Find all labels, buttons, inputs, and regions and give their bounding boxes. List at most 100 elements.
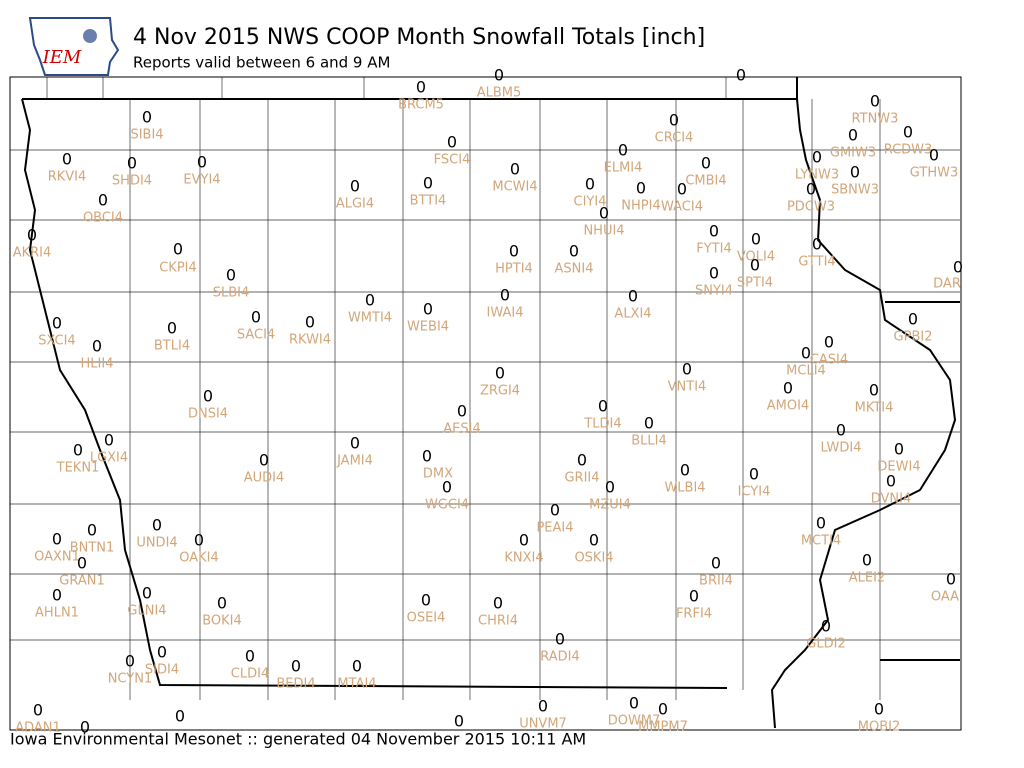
station-value: 0 <box>749 465 759 484</box>
subtitle: Reports valid between 6 and 9 AM <box>133 54 390 72</box>
station-value: 0 <box>305 313 315 332</box>
station-id: SBNW3 <box>831 183 879 198</box>
station-value: 0 <box>194 531 204 550</box>
logo-text: IEM <box>42 47 82 68</box>
station-id: OAXN1 <box>34 550 80 565</box>
station-id: AKRI4 <box>13 246 52 261</box>
station-value: 0 <box>585 175 595 194</box>
station-id: AUDI4 <box>244 471 285 486</box>
logo-outline <box>28 17 120 76</box>
station-id: UNDI4 <box>136 536 177 551</box>
station-value: 0 <box>203 387 213 406</box>
station-value: 0 <box>447 133 457 152</box>
station-id: RKVI4 <box>48 170 87 185</box>
station-value: 0 <box>52 530 62 549</box>
station-value: 0 <box>577 451 587 470</box>
station-id: ALXI4 <box>614 307 651 322</box>
station-id: CASI4 <box>810 353 848 368</box>
stations: 0BRCM50ALBM50SIBI40CRCI40RTNW30GMIW30RCD… <box>13 66 963 737</box>
station-value: 0 <box>454 712 464 731</box>
station-value: 0 <box>416 78 426 97</box>
station-value: 0 <box>142 584 152 603</box>
station-id: RADI4 <box>540 650 580 665</box>
station-value: 0 <box>92 337 102 356</box>
station-value: 0 <box>812 235 822 254</box>
station-id: NCYN1 <box>108 672 153 687</box>
station-id: UNVM7 <box>519 717 567 732</box>
station-id: IWAI4 <box>487 306 524 321</box>
station-id: PDCW3 <box>787 200 835 215</box>
station-value: 0 <box>669 111 679 130</box>
station-value: 0 <box>52 314 62 333</box>
station-id: WACI4 <box>661 200 703 215</box>
station-id: GPBI2 <box>894 330 933 345</box>
station-value: 0 <box>291 657 301 676</box>
station-value: 0 <box>127 154 137 173</box>
station-id: DMX <box>423 467 453 482</box>
station-value: 0 <box>421 591 431 610</box>
iowa-border <box>21 98 957 729</box>
station-value: 0 <box>350 177 360 196</box>
station-value: 0 <box>806 180 816 199</box>
station-value: 0 <box>510 160 520 179</box>
station-value: 0 <box>500 286 510 305</box>
station-id: SIDI4 <box>145 663 179 678</box>
station-id: BNTN1 <box>70 541 115 556</box>
station-id: FYTI4 <box>696 242 731 257</box>
station-id: BRCM5 <box>398 98 444 113</box>
station-id: MKTI4 <box>855 401 894 416</box>
station-id: KNXI4 <box>504 551 543 566</box>
station-value: 0 <box>352 657 362 676</box>
station-value: 0 <box>750 256 760 275</box>
station-value: 0 <box>52 586 62 605</box>
station-value: 0 <box>73 441 83 460</box>
station-value: 0 <box>365 291 375 310</box>
county-grid <box>10 77 960 700</box>
station-value: 0 <box>226 266 236 285</box>
station-id: LWDI4 <box>820 441 861 456</box>
station-value: 0 <box>569 242 579 261</box>
station-id: ASNI4 <box>555 262 594 277</box>
station-value: 0 <box>538 697 548 716</box>
station-value: 0 <box>946 570 956 589</box>
station-value: 0 <box>27 226 37 245</box>
station-value: 0 <box>869 381 879 400</box>
station-id: RCDW3 <box>884 143 933 158</box>
station-value: 0 <box>605 478 615 497</box>
station-value: 0 <box>836 421 846 440</box>
station-id: WLBI4 <box>664 481 705 496</box>
station-value: 0 <box>751 230 761 249</box>
station-id: ELMI4 <box>604 161 643 176</box>
station-value: 0 <box>494 66 504 85</box>
station-value: 0 <box>598 397 608 416</box>
station-id: MCLI4 <box>786 364 826 379</box>
station-id: RTNW3 <box>852 112 899 127</box>
station-id: CRCI4 <box>655 131 694 146</box>
station-id: ICYI4 <box>738 485 771 500</box>
station-id: DNSI4 <box>188 407 228 422</box>
station-value: 0 <box>509 242 519 261</box>
station-value: 0 <box>628 287 638 306</box>
station-value: 0 <box>62 150 72 169</box>
station-value: 0 <box>870 92 880 111</box>
station-id: OSKI4 <box>574 551 613 566</box>
station-id: LYNW3 <box>795 168 839 183</box>
station-id: MTAI4 <box>337 677 376 692</box>
station-value: 0 <box>259 451 269 470</box>
station-id: BEDI4 <box>276 677 315 692</box>
station-id: HPTI4 <box>495 262 533 277</box>
station-value: 0 <box>711 554 721 573</box>
station-value: 0 <box>519 531 529 550</box>
station-id: VNTI4 <box>668 380 707 395</box>
station-id: OBCI4 <box>83 211 123 226</box>
station-id: CIYI4 <box>574 195 607 210</box>
station-id: ADAN1 <box>15 721 61 736</box>
station-id: GLDI2 <box>806 637 845 652</box>
station-value: 0 <box>677 180 687 199</box>
station-id: OAKI4 <box>179 551 219 566</box>
station-id: WEBI4 <box>407 320 449 335</box>
station-id: SIBI4 <box>130 128 163 143</box>
station-id: BTTI4 <box>410 194 447 209</box>
